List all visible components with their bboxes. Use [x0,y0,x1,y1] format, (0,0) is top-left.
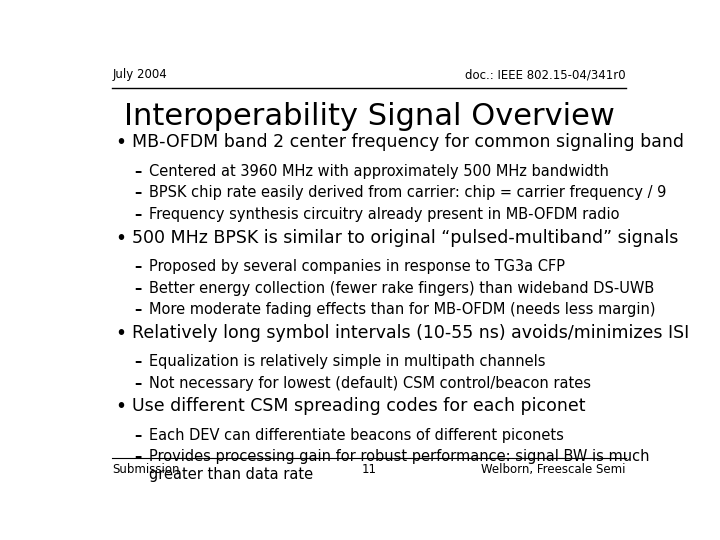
Text: Submission: Submission [112,463,180,476]
Text: Welborn, Freescale Semi: Welborn, Freescale Semi [481,463,626,476]
Text: Not necessary for lowest (default) CSM control/beacon rates: Not necessary for lowest (default) CSM c… [148,376,590,391]
Text: Use different CSM spreading codes for each piconet: Use different CSM spreading codes for ea… [132,397,585,415]
Text: More moderate fading effects than for MB-OFDM (needs less margin): More moderate fading effects than for MB… [148,302,655,317]
Text: MB-OFDM band 2 center frequency for common signaling band: MB-OFDM band 2 center frequency for comm… [132,133,684,151]
Text: Centered at 3960 MHz with approximately 500 MHz bandwidth: Centered at 3960 MHz with approximately … [148,164,608,179]
Text: •: • [115,228,126,248]
Text: •: • [115,133,126,152]
Text: –: – [134,376,141,391]
Text: •: • [115,324,126,343]
Text: BPSK chip rate easily derived from carrier: chip = carrier frequency / 9: BPSK chip rate easily derived from carri… [148,185,666,200]
Text: Each DEV can differentiate beacons of different piconets: Each DEV can differentiate beacons of di… [148,428,564,443]
Text: –: – [134,428,141,443]
Text: –: – [134,164,141,179]
Text: 500 MHz BPSK is similar to original “pulsed-multiband” signals: 500 MHz BPSK is similar to original “pul… [132,228,678,247]
Text: Frequency synthesis circuitry already present in MB-OFDM radio: Frequency synthesis circuitry already pr… [148,207,619,222]
Text: 11: 11 [361,463,377,476]
Text: Proposed by several companies in response to TG3a CFP: Proposed by several companies in respons… [148,259,564,274]
Text: doc.: IEEE 802.15-04/341r0: doc.: IEEE 802.15-04/341r0 [465,69,626,82]
Text: –: – [134,259,141,274]
Text: Interoperability Signal Overview: Interoperability Signal Overview [124,102,614,131]
Text: Better energy collection (fewer rake fingers) than wideband DS-UWB: Better energy collection (fewer rake fin… [148,281,654,295]
Text: Relatively long symbol intervals (10-55 ns) avoids/minimizes ISI: Relatively long symbol intervals (10-55 … [132,324,689,342]
Text: July 2004: July 2004 [112,69,167,82]
Text: –: – [134,449,141,464]
Text: –: – [134,207,141,222]
Text: Provides processing gain for robust performance: signal BW is much
greater than : Provides processing gain for robust perf… [148,449,649,482]
Text: Equalization is relatively simple in multipath channels: Equalization is relatively simple in mul… [148,354,545,369]
Text: –: – [134,185,141,200]
Text: •: • [115,397,126,416]
Text: –: – [134,302,141,317]
Text: –: – [134,354,141,369]
Text: –: – [134,281,141,295]
